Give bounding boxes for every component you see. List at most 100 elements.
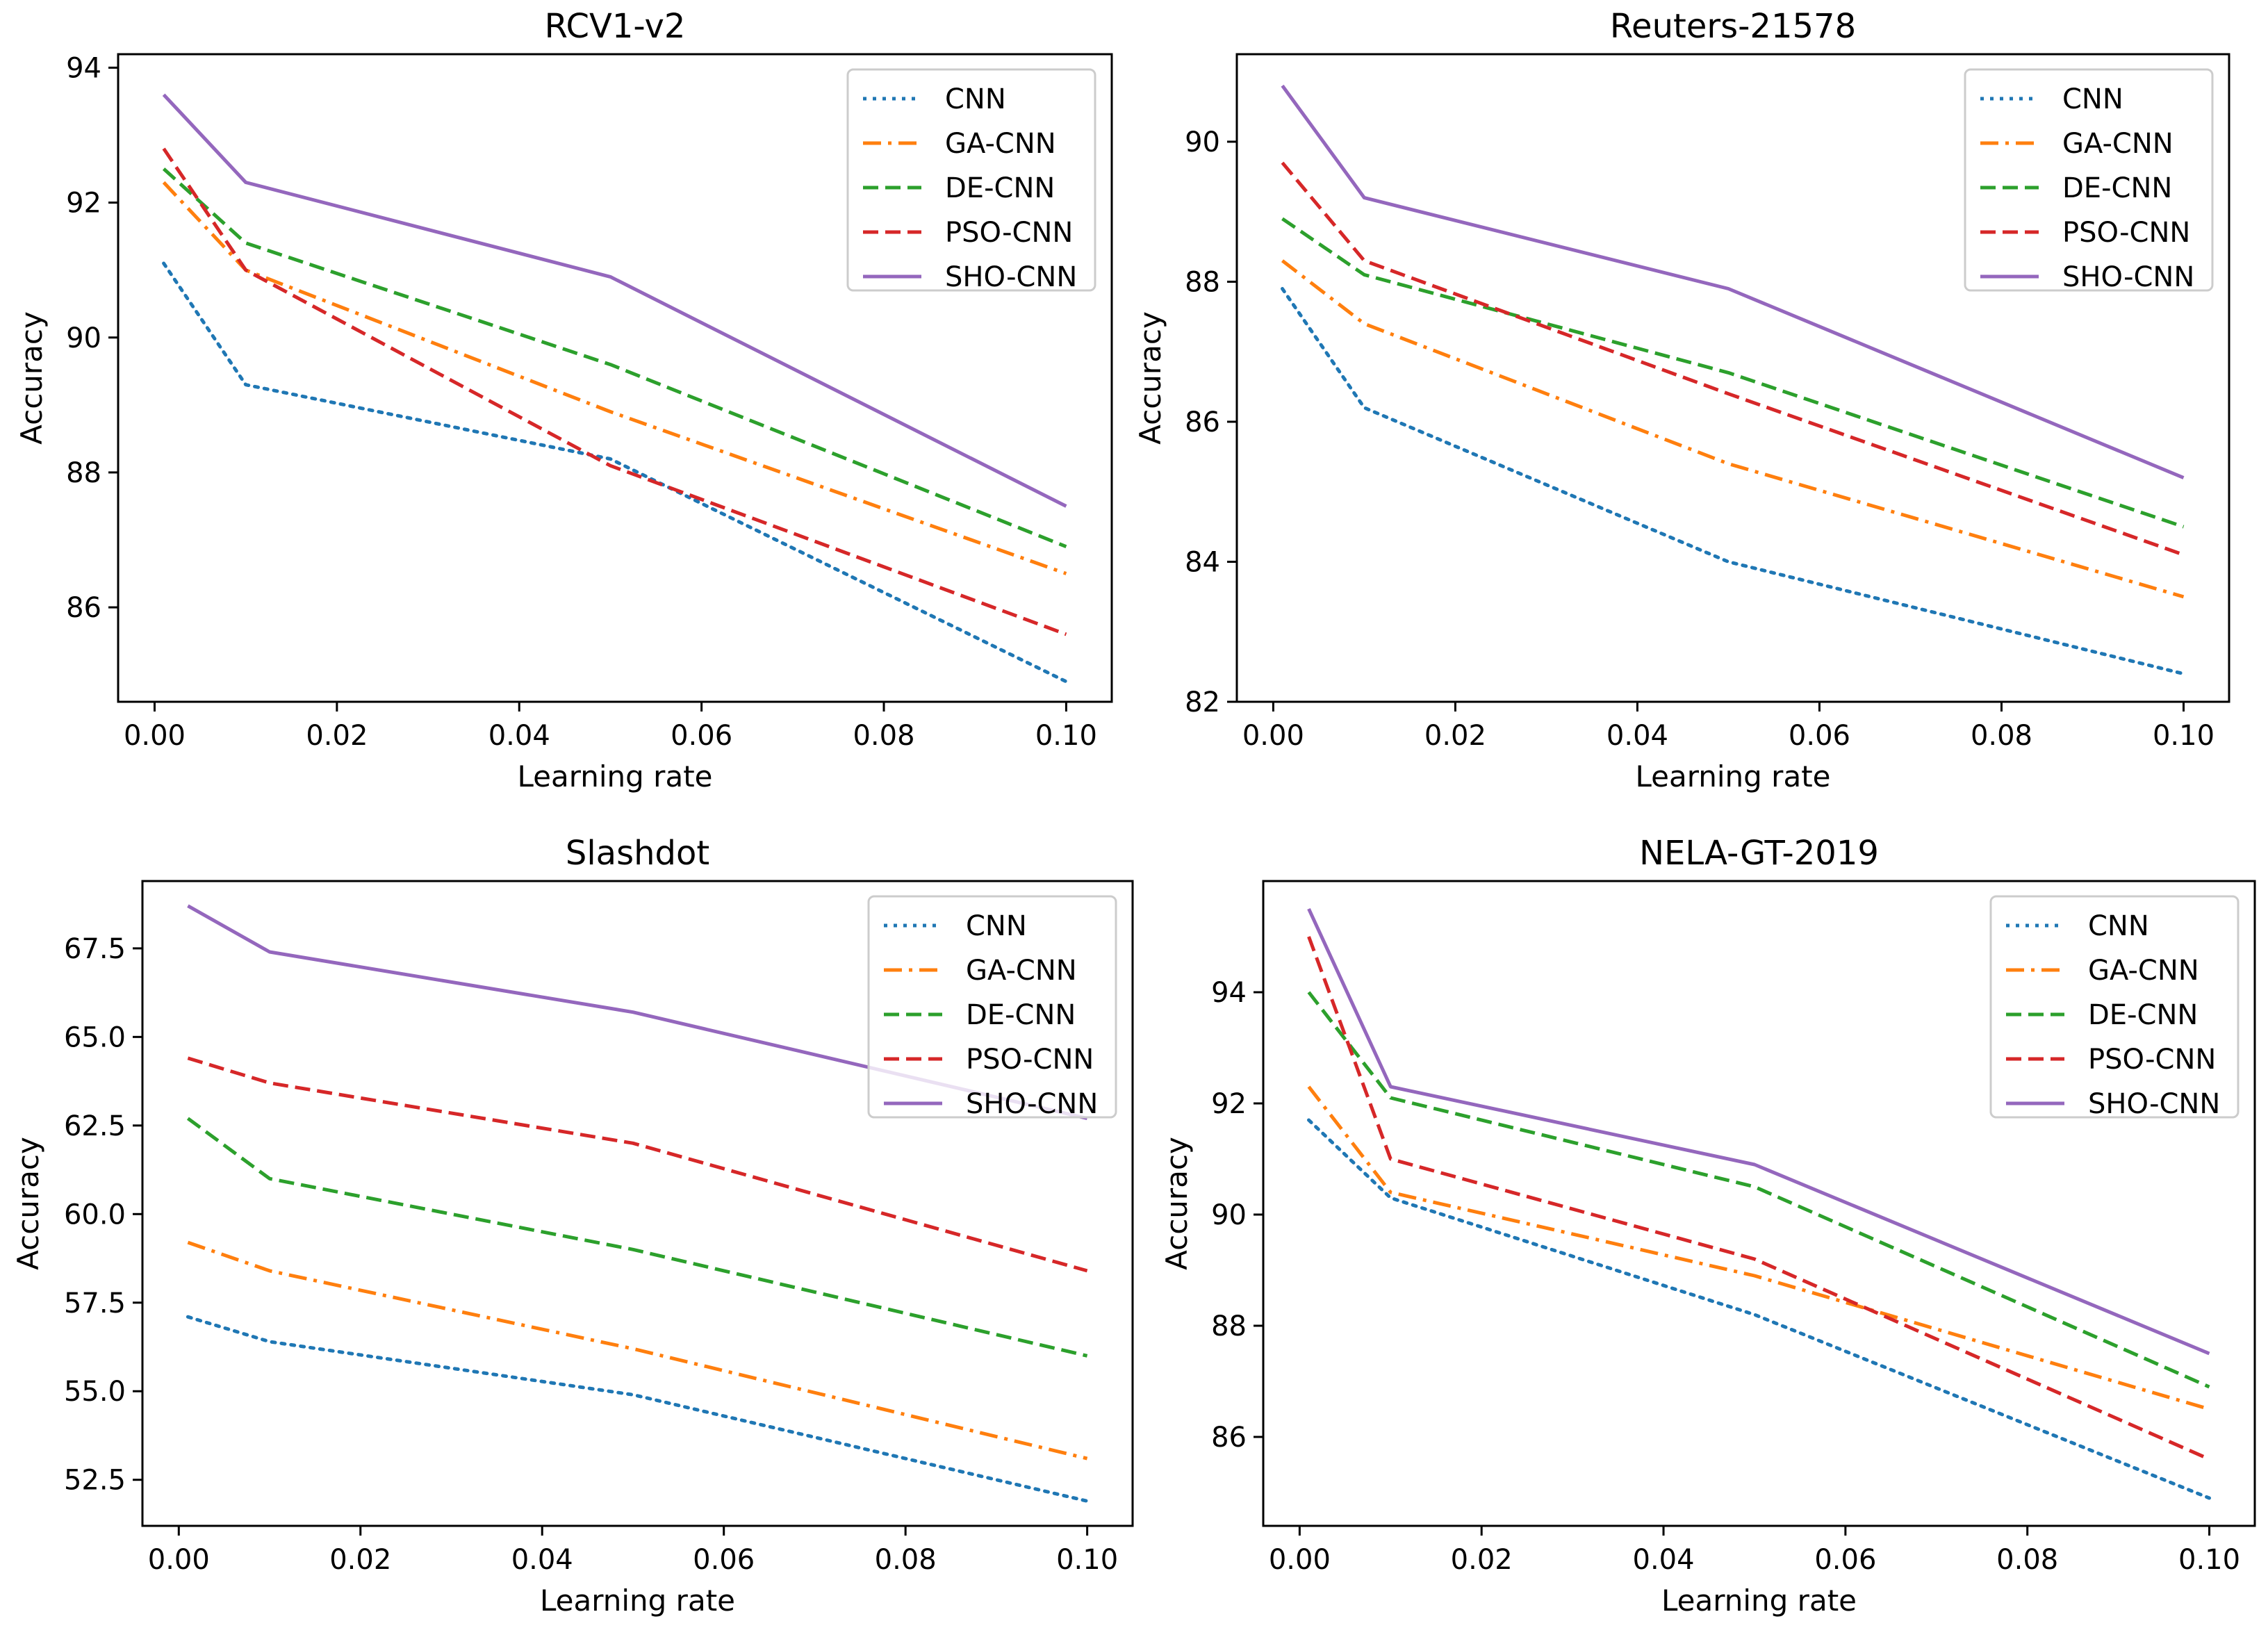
x-axis-label: Learning rate bbox=[1636, 759, 1831, 794]
legend-box bbox=[1964, 68, 2214, 292]
legend-label: GA-CNN bbox=[2062, 128, 2174, 160]
x-axis-label: Learning rate bbox=[540, 1584, 735, 1618]
y-tick-label: 90 bbox=[66, 322, 101, 354]
y-tick-label: 60.0 bbox=[64, 1199, 126, 1231]
x-tick-label: 0.02 bbox=[1424, 720, 1486, 752]
x-tick-label: 0.06 bbox=[1814, 1544, 1876, 1576]
legend-label: GA-CNN bbox=[945, 128, 1056, 160]
x-tick-label: 0.10 bbox=[1056, 1544, 1118, 1576]
legend-label: CNN bbox=[966, 910, 1027, 942]
legend: CNN GA-CNN DE-CNN PSO-CNN SHO-CNN bbox=[867, 895, 1117, 1120]
plot-area bbox=[1262, 880, 2256, 1527]
chart-panel-3: Slashdot 0.00 0.02 0.04 0.06 0.08 0.10 52.5 55.0… bbox=[11, 834, 1134, 1618]
y-tick-label: 90 bbox=[1211, 1199, 1247, 1231]
y-axis-label: Accuracy bbox=[15, 311, 49, 445]
x-tick-label: 0.06 bbox=[1789, 720, 1850, 752]
series-line-ga-cnn bbox=[1307, 1085, 2210, 1411]
x-tick-label: 0.04 bbox=[1633, 1544, 1695, 1576]
legend-label: DE-CNN bbox=[945, 172, 1055, 204]
legend-label: PSO-CNN bbox=[945, 217, 1073, 249]
y-tick-label: 65.0 bbox=[64, 1021, 126, 1053]
legend-label: PSO-CNN bbox=[2062, 217, 2190, 249]
x-tick-label: 0.06 bbox=[671, 720, 732, 752]
legend-label: DE-CNN bbox=[966, 999, 1076, 1031]
legend-label: SHO-CNN bbox=[966, 1088, 1098, 1120]
y-tick-label: 55.0 bbox=[64, 1376, 126, 1408]
legend-label: GA-CNN bbox=[966, 955, 1077, 987]
series-line-pso-cnn bbox=[1307, 936, 2210, 1461]
series-line-pso-cnn bbox=[187, 1056, 1088, 1273]
chart-panel-4: NELA-GT-2019 0.00 0.02 0.04 0.06 0.08 0.10 86 88… bbox=[1160, 834, 2256, 1618]
y-tick-label: 88 bbox=[1211, 1310, 1247, 1342]
y-tick-label: 92 bbox=[1211, 1088, 1247, 1120]
legend-label: CNN bbox=[945, 83, 1006, 115]
series-line-pso-cnn bbox=[162, 147, 1067, 636]
legend: CNN GA-CNN DE-CNN PSO-CNN SHO-CNN bbox=[1989, 895, 2240, 1120]
y-axis-label: Accuracy bbox=[11, 1137, 45, 1270]
y-tick-label: 86 bbox=[1185, 406, 1220, 438]
legend-label: CNN bbox=[2062, 83, 2123, 115]
x-tick-label: 0.00 bbox=[124, 720, 186, 752]
plot-area bbox=[117, 53, 1113, 703]
y-tick-label: 67.5 bbox=[64, 933, 126, 965]
y-tick-label: 92 bbox=[66, 188, 101, 220]
x-tick-label: 0.08 bbox=[853, 720, 914, 752]
x-tick-label: 0.02 bbox=[306, 720, 368, 752]
legend-label: SHO-CNN bbox=[2088, 1088, 2220, 1120]
series-line-cnn bbox=[1281, 287, 2185, 676]
y-tick-label: 84 bbox=[1185, 546, 1220, 578]
legend-label: GA-CNN bbox=[2088, 955, 2199, 987]
series-line-sho-cnn bbox=[1281, 84, 2185, 479]
y-tick-label: 52.5 bbox=[64, 1465, 126, 1497]
x-tick-label: 0.06 bbox=[693, 1544, 755, 1576]
legend: CNN GA-CNN DE-CNN PSO-CNN SHO-CNN bbox=[846, 68, 1096, 293]
series-line-sho-cnn bbox=[1307, 907, 2210, 1356]
series-line-sho-cnn bbox=[187, 904, 1088, 1121]
y-tick-label: 82 bbox=[1185, 686, 1220, 718]
legend-box bbox=[867, 895, 1117, 1119]
chart-title: RCV1-v2 bbox=[545, 7, 686, 46]
legend-label: PSO-CNN bbox=[966, 1044, 1094, 1076]
x-tick-label: 0.10 bbox=[1035, 720, 1097, 752]
chart-panel-2: Reuters-21578 0.00 0.02 0.04 0.06 0.08 0.10 82 8… bbox=[1133, 7, 2230, 794]
legend-label: CNN bbox=[2088, 910, 2149, 942]
y-axis-label: Accuracy bbox=[1133, 311, 1167, 445]
x-tick-label: 0.10 bbox=[2153, 720, 2214, 752]
series-line-cnn bbox=[1307, 1118, 2211, 1500]
chart-title: Reuters-21578 bbox=[1610, 7, 1856, 46]
x-tick-label: 0.00 bbox=[148, 1544, 210, 1576]
y-tick-label: 57.5 bbox=[64, 1288, 126, 1319]
legend-label: SHO-CNN bbox=[2062, 261, 2194, 293]
series-line-ga-cnn bbox=[187, 1240, 1088, 1461]
x-tick-label: 0.02 bbox=[1451, 1544, 1513, 1576]
chart-title: NELA-GT-2019 bbox=[1639, 834, 1879, 873]
x-tick-label: 0.00 bbox=[1269, 1544, 1331, 1576]
legend-label: DE-CNN bbox=[2088, 999, 2198, 1031]
legend-label: PSO-CNN bbox=[2088, 1044, 2216, 1076]
legend-box bbox=[1989, 895, 2240, 1119]
y-tick-label: 86 bbox=[66, 592, 101, 624]
x-tick-label: 0.00 bbox=[1242, 720, 1304, 752]
x-tick-label: 0.02 bbox=[329, 1544, 391, 1576]
legend: CNN GA-CNN DE-CNN PSO-CNN SHO-CNN bbox=[1964, 68, 2214, 293]
x-tick-label: 0.10 bbox=[2178, 1544, 2240, 1576]
x-tick-label: 0.04 bbox=[488, 720, 550, 752]
series-line-sho-cnn bbox=[162, 93, 1067, 508]
plot-area bbox=[1235, 53, 2230, 703]
series-line-ga-cnn bbox=[162, 181, 1067, 575]
y-tick-label: 94 bbox=[1211, 977, 1247, 1009]
y-tick-label: 88 bbox=[66, 457, 101, 489]
x-tick-label: 0.08 bbox=[1971, 720, 2032, 752]
x-tick-label: 0.04 bbox=[1606, 720, 1668, 752]
x-tick-label: 0.08 bbox=[1996, 1544, 2058, 1576]
y-tick-label: 88 bbox=[1185, 266, 1220, 298]
plot-area bbox=[141, 880, 1134, 1527]
y-tick-label: 86 bbox=[1211, 1422, 1247, 1454]
y-axis-label: Accuracy bbox=[1160, 1137, 1194, 1270]
series-line-cnn bbox=[186, 1315, 1090, 1503]
series-line-pso-cnn bbox=[1281, 161, 2185, 557]
legend-label: DE-CNN bbox=[2062, 172, 2172, 204]
series-line-de-cnn bbox=[1281, 217, 2185, 529]
series-line-cnn bbox=[162, 261, 1068, 684]
y-tick-label: 62.5 bbox=[64, 1110, 126, 1142]
